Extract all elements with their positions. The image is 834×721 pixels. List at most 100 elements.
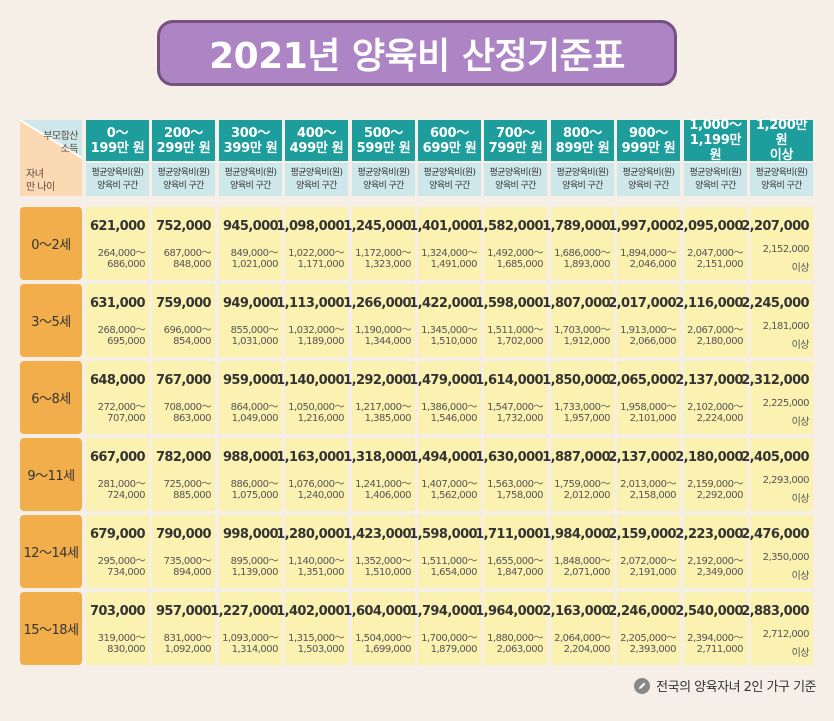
table-cell: 2,137,000 2,013,000～ 2,158,000 (608, 438, 680, 511)
range-end: 이상 (791, 417, 810, 428)
range-start: 1,759,000～ (554, 479, 610, 490)
range-end: 1,385,000 (364, 413, 412, 424)
range-end: 2,349,000 (696, 567, 744, 578)
table-cell: 1,401,000 1,324,000～ 1,491,000 (409, 207, 481, 280)
table-cell: 621,000 264,000～ 686,000 (86, 207, 149, 280)
age-label-line2: 만 나이 (26, 182, 55, 193)
range-start: 1,022,000～ (288, 248, 344, 259)
range-end: 1,510,000 (364, 567, 412, 578)
average-cost: 2,163,000 (542, 604, 610, 619)
table-cell: 2,137,000 2,102,000～ 2,224,000 (675, 361, 747, 434)
table-cell: 1,614,000 1,547,000～ 1,732,000 (475, 361, 547, 434)
range-start: 1,511,000～ (487, 325, 543, 336)
column-header: 800～ 899만 원 평균양육비(원) 양육비 구간 (551, 120, 614, 196)
range-end: 1,314,000 (231, 644, 279, 655)
range-end: 848,000 (173, 259, 211, 270)
range-start: 1,217,000～ (355, 402, 411, 413)
avg-cost-subheader: 평균양육비(원) (622, 167, 676, 178)
avg-cost-subheader: 평균양육비(원) (357, 167, 411, 178)
range-start: 1,093,000～ (222, 633, 278, 644)
range-start: 268,000～ (97, 325, 146, 336)
range-end: 2,180,000 (696, 336, 744, 347)
table-cell: 1,794,000 1,700,000～ 1,879,000 (409, 592, 481, 665)
income-range-label: 700～ 799만 원 (484, 120, 547, 161)
average-cost: 1,494,000 (409, 450, 477, 465)
range-end: 2,046,000 (629, 259, 677, 270)
table-cell: 1,807,000 1,703,000～ 1,912,000 (542, 284, 614, 357)
range-start: 319,000～ (97, 633, 146, 644)
range-end: 2,393,000 (629, 644, 677, 655)
column-header: 0～ 199만 원 평균양육비(원) 양육비 구간 (86, 120, 149, 196)
average-cost: 2,180,000 (675, 450, 743, 465)
range-end: 2,071,000 (563, 567, 611, 578)
income-range-label: 1,000～ 1,199만 원 (684, 118, 747, 163)
range-start: 2,712,000 (762, 629, 810, 640)
table-cell: 2,246,000 2,205,000～ 2,393,000 (608, 592, 680, 665)
income-label-line2: 소득 (60, 144, 79, 155)
table-cell: 679,000 295,000～ 734,000 (86, 515, 149, 588)
range-end: 2,204,000 (563, 644, 611, 655)
table-corner-header: 부모합산 소득 자녀 만 나이 (20, 120, 82, 196)
average-cost: 1,423,000 (343, 527, 411, 542)
average-cost: 945,000 (222, 219, 279, 234)
column-subheader: 평균양육비(원) 양육비 구간 (219, 163, 282, 196)
range-start: 1,345,000～ (421, 325, 477, 336)
range-start: 2,159,000～ (687, 479, 743, 490)
average-cost: 667,000 (89, 450, 146, 465)
average-cost: 631,000 (89, 296, 146, 311)
range-end: 1,879,000 (430, 644, 478, 655)
average-cost: 2,883,000 (741, 604, 809, 619)
table-cell: 767,000 708,000～ 863,000 (152, 361, 215, 434)
range-start: 264,000～ (97, 248, 146, 259)
range-start: 1,241,000～ (355, 479, 411, 490)
page-title: 2021년 양육비 산정기준표 (157, 20, 677, 86)
column-header: 1,200만 원 이상 평균양육비(원) 양육비 구간 (750, 118, 813, 196)
range-start: 281,000～ (97, 479, 146, 490)
range-end: 1,957,000 (563, 413, 611, 424)
table-cell: 957,000 831,000～ 1,092,000 (152, 592, 215, 665)
range-subheader: 양육비 구간 (695, 180, 736, 191)
range-end: 1,075,000 (231, 490, 279, 501)
average-cost: 1,614,000 (475, 373, 543, 388)
table-cell: 2,207,000 2,152,000 이상 (741, 207, 813, 280)
income-range-label: 1,200만 원 이상 (750, 118, 813, 163)
average-cost: 959,000 (222, 373, 279, 388)
average-cost: 1,402,000 (276, 604, 344, 619)
range-start: 687,000～ (163, 248, 212, 259)
table-cell: 2,223,000 2,192,000～ 2,349,000 (675, 515, 747, 588)
average-cost: 1,850,000 (542, 373, 610, 388)
average-cost: 1,598,000 (409, 527, 477, 542)
average-cost: 1,604,000 (343, 604, 411, 619)
avg-cost-subheader: 평균양육비(원) (224, 167, 278, 178)
range-end: 이상 (791, 494, 810, 505)
range-start: 1,492,000～ (487, 248, 543, 259)
range-start: 2,394,000～ (687, 633, 743, 644)
table-cell: 2,312,000 2,225,000 이상 (741, 361, 813, 434)
range-start: 1,315,000～ (288, 633, 344, 644)
range-start: 1,407,000～ (421, 479, 477, 490)
average-cost: 2,017,000 (608, 296, 676, 311)
average-cost: 2,095,000 (675, 219, 743, 234)
average-cost: 1,140,000 (276, 373, 344, 388)
range-start: 708,000～ (163, 402, 212, 413)
table-cell: 2,476,000 2,350,000 이상 (741, 515, 813, 588)
income-range-label: 500～ 599만 원 (352, 120, 415, 161)
age-row-label: 0～2세 (20, 207, 82, 280)
age-row-label: 9～11세 (20, 438, 82, 511)
pencil-icon (634, 677, 651, 694)
table-cell: 1,227,000 1,093,000～ 1,314,000 (210, 592, 282, 665)
avg-cost-subheader: 평균양육비(원) (689, 167, 743, 178)
table-cell: 2,180,000 2,159,000～ 2,292,000 (675, 438, 747, 511)
range-start: 1,324,000～ (421, 248, 477, 259)
range-start: 1,172,000～ (355, 248, 411, 259)
range-end: 2,191,000 (629, 567, 677, 578)
average-cost: 2,137,000 (608, 450, 676, 465)
range-start: 1,913,000～ (620, 325, 676, 336)
table-cell: 782,000 725,000～ 885,000 (152, 438, 215, 511)
table-cell: 959,000 864,000～ 1,049,000 (219, 361, 282, 434)
average-cost: 2,245,000 (741, 296, 809, 311)
average-cost: 2,207,000 (741, 219, 809, 234)
column-subheader: 평균양육비(원) 양육비 구간 (617, 163, 680, 196)
range-start: 864,000～ (230, 402, 279, 413)
range-start: 2,064,000～ (554, 633, 610, 644)
